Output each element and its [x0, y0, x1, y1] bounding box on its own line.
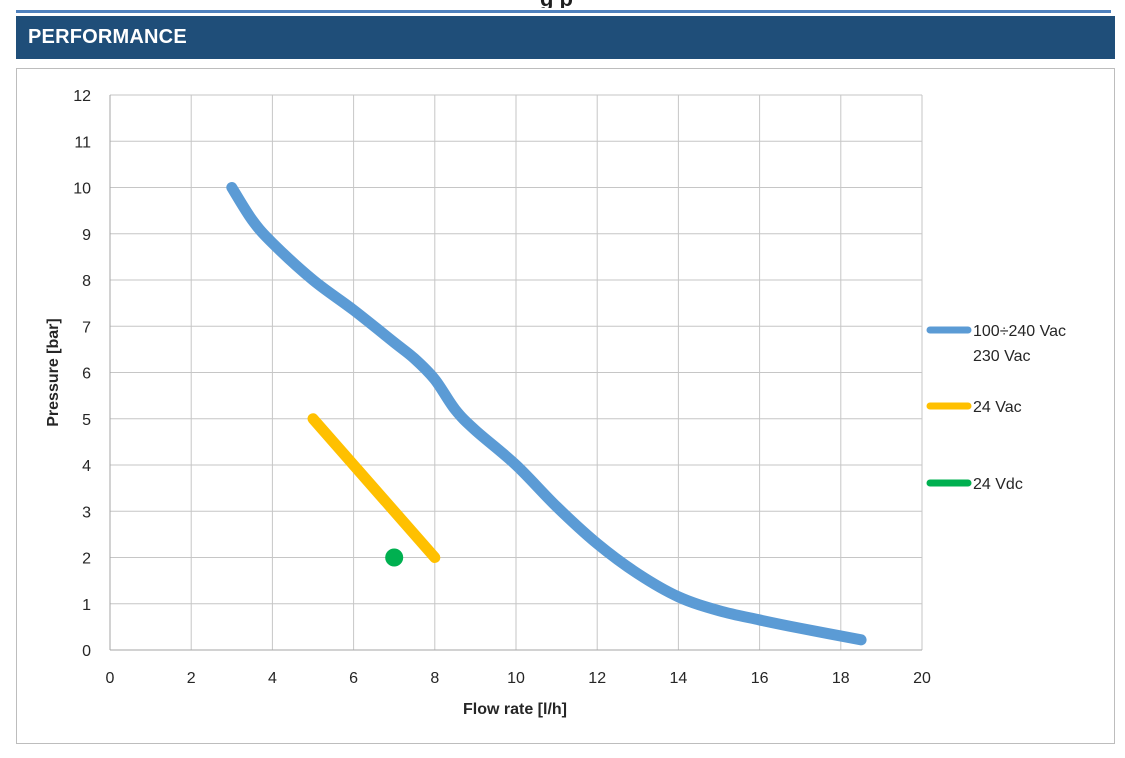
x-tick-label: 4 — [268, 670, 277, 687]
y-tick-label: 8 — [82, 273, 91, 290]
legend-label-0-line2: 230 Vac — [973, 348, 1031, 365]
x-tick-label: 18 — [832, 670, 850, 687]
legend-label-1: 24 Vac — [973, 399, 1022, 416]
y-tick-label: 2 — [82, 551, 91, 568]
header-accent-line — [16, 10, 1111, 13]
x-tick-label: 14 — [670, 670, 688, 687]
series-group — [226, 182, 867, 646]
x-tick-label: 12 — [588, 670, 606, 687]
y-tick-label: 10 — [73, 181, 91, 198]
y-tick-label: 4 — [82, 458, 91, 475]
y-tick-label: 5 — [82, 412, 91, 429]
clipped-heading-fragment: g p — [540, 0, 720, 8]
y-tick-label: 9 — [82, 227, 91, 244]
x-tick-label: 10 — [507, 670, 525, 687]
y-tick-label: 7 — [82, 319, 91, 336]
x-axis-title: Flow rate [l/h] — [463, 701, 567, 718]
legend-label-0: 100÷240 Vac — [973, 323, 1066, 340]
chart-grid — [109, 94, 923, 651]
y-tick-label: 0 — [82, 643, 91, 660]
y-tick-label: 6 — [82, 366, 91, 383]
x-tick-label: 20 — [913, 670, 931, 687]
section-header: PERFORMANCE — [16, 16, 1115, 59]
x-tick-label: 6 — [349, 670, 358, 687]
x-tick-label: 8 — [430, 670, 439, 687]
chart-frame — [16, 68, 1115, 744]
y-tick-label: 12 — [73, 88, 91, 105]
x-tick-label: 2 — [187, 670, 196, 687]
series-line-1 — [307, 413, 441, 563]
y-axis-title: Pressure [bar] — [45, 318, 62, 427]
x-tick-label: 0 — [106, 670, 115, 687]
y-tick-label: 1 — [82, 597, 91, 614]
series-point-2 — [385, 548, 404, 567]
section-title: PERFORMANCE — [28, 26, 187, 48]
x-tick-label: 16 — [751, 670, 769, 687]
legend-label-2: 24 Vdc — [973, 476, 1023, 493]
y-tick-label: 3 — [82, 504, 91, 521]
series-line-0 — [226, 182, 867, 646]
y-tick-label: 11 — [74, 134, 91, 151]
chart-legend: 100÷240 Vac 230 Vac 24 Vac 24 Vdc — [926, 323, 1066, 493]
